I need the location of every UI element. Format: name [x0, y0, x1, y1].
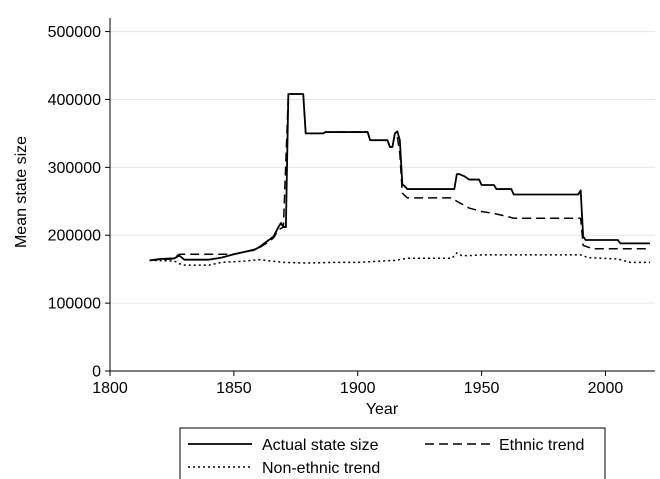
x-tick-label-2: 1900 — [340, 380, 376, 397]
legend: Actual state size Ethnic trend Non-ethni… — [179, 427, 606, 479]
x-axis-ticks: 1800 1850 1900 1950 2000 — [92, 371, 623, 397]
legend-label-nonethnic: Non-ethnic trend — [262, 460, 380, 477]
y-tick-label-0: 0 — [92, 364, 101, 381]
y-tick-label-5: 500000 — [48, 24, 101, 41]
legend-label-ethnic: Ethnic trend — [499, 437, 584, 454]
x-axis-label: Year — [366, 401, 399, 418]
y-tick-label-4: 400000 — [48, 92, 101, 109]
y-tick-label-3: 300000 — [48, 160, 101, 177]
legend-box — [179, 427, 606, 479]
series-lines — [149, 93, 651, 266]
x-tick-label-1: 1850 — [216, 380, 252, 397]
y-tick-label-1: 100000 — [48, 296, 101, 313]
y-axis-ticks: 0 100000 200000 300000 400000 500000 — [48, 24, 110, 381]
y-axis-label: Mean state size — [13, 136, 30, 248]
series-line-actual-state-size — [149, 93, 651, 262]
x-tick-label-0: 1800 — [92, 380, 128, 397]
x-tick-label-3: 1950 — [464, 380, 500, 397]
series-line-non-ethnic-trend — [149, 252, 651, 266]
y-tick-label-2: 200000 — [48, 228, 101, 245]
legend-label-actual: Actual state size — [262, 437, 379, 454]
grid-lines — [110, 31, 655, 304]
x-tick-label-4: 2000 — [588, 380, 624, 397]
